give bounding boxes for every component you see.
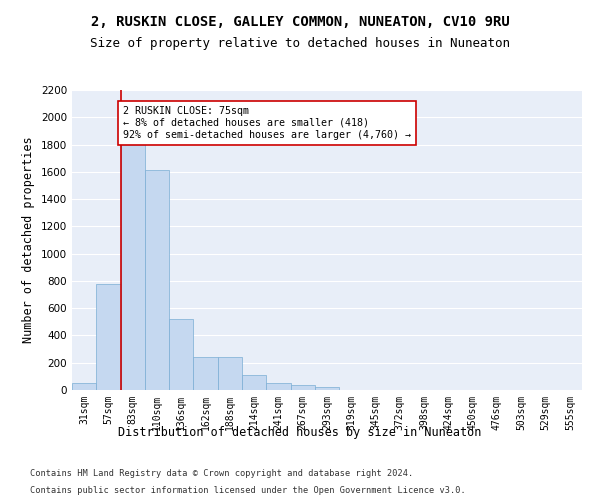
Text: 2, RUSKIN CLOSE, GALLEY COMMON, NUNEATON, CV10 9RU: 2, RUSKIN CLOSE, GALLEY COMMON, NUNEATON… bbox=[91, 15, 509, 29]
Bar bbox=[266, 382, 290, 390]
Bar bbox=[145, 170, 169, 390]
Text: 2 RUSKIN CLOSE: 75sqm
← 8% of detached houses are smaller (418)
92% of semi-deta: 2 RUSKIN CLOSE: 75sqm ← 8% of detached h… bbox=[123, 106, 411, 140]
Bar bbox=[96, 284, 121, 390]
Bar bbox=[169, 319, 193, 390]
Text: Contains public sector information licensed under the Open Government Licence v3: Contains public sector information licen… bbox=[30, 486, 466, 495]
Y-axis label: Number of detached properties: Number of detached properties bbox=[22, 136, 35, 344]
Bar bbox=[72, 382, 96, 390]
Bar bbox=[242, 375, 266, 390]
Bar bbox=[193, 358, 218, 390]
Bar bbox=[218, 358, 242, 390]
Text: Distribution of detached houses by size in Nuneaton: Distribution of detached houses by size … bbox=[118, 426, 482, 439]
Bar bbox=[290, 384, 315, 390]
Text: Size of property relative to detached houses in Nuneaton: Size of property relative to detached ho… bbox=[90, 38, 510, 51]
Text: Contains HM Land Registry data © Crown copyright and database right 2024.: Contains HM Land Registry data © Crown c… bbox=[30, 468, 413, 477]
Bar bbox=[315, 388, 339, 390]
Bar bbox=[121, 142, 145, 390]
